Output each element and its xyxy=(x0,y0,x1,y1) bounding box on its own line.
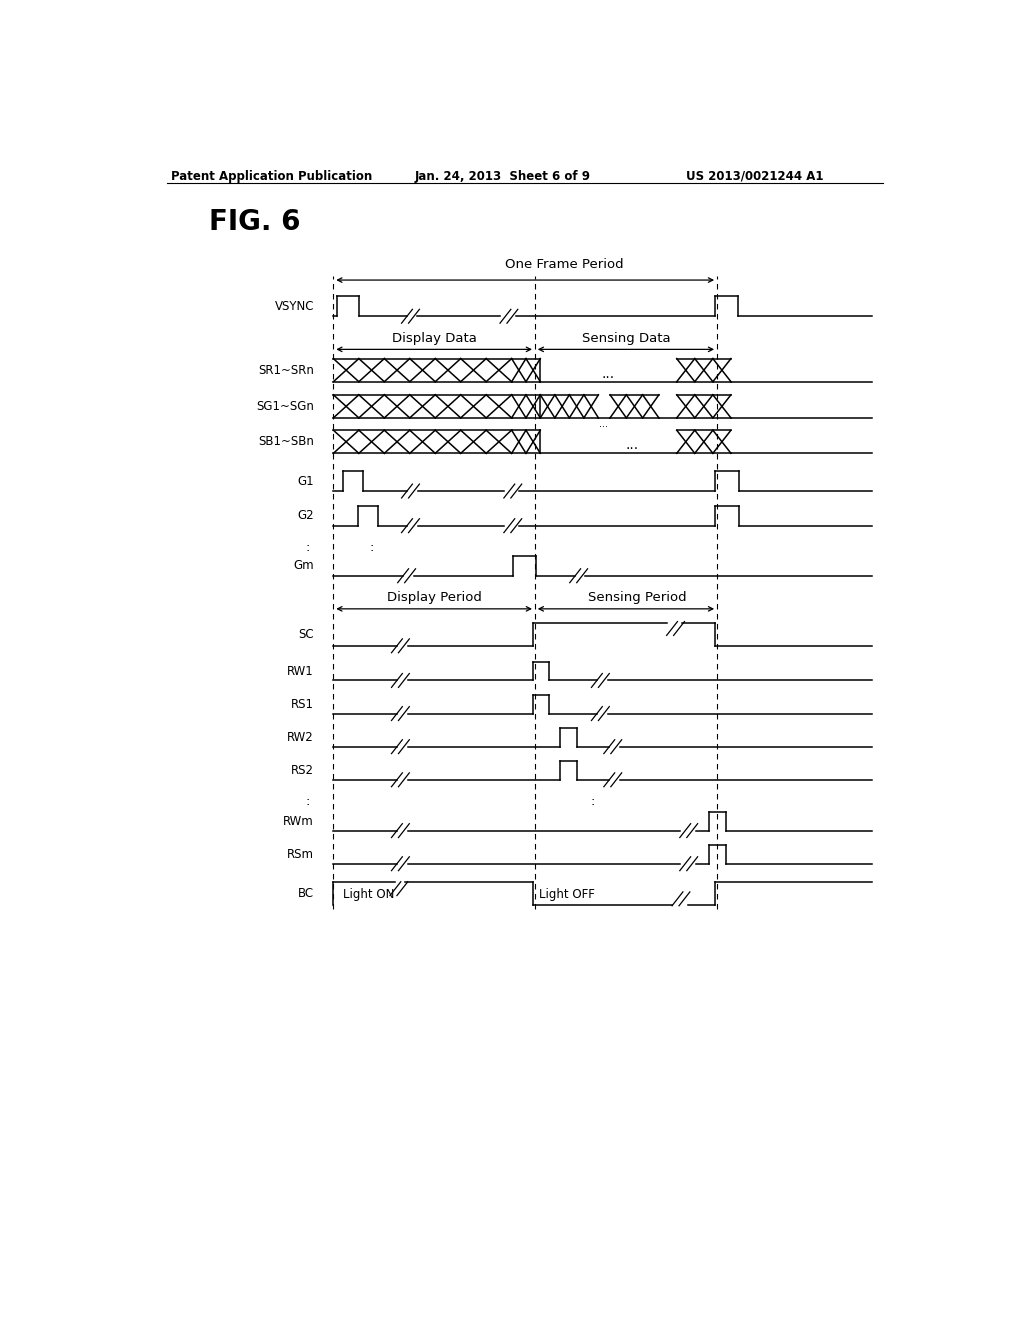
Text: RS1: RS1 xyxy=(291,698,314,711)
Text: SG1~SGn: SG1~SGn xyxy=(256,400,314,413)
Text: Sensing Data: Sensing Data xyxy=(582,331,671,345)
Text: :: : xyxy=(591,795,595,808)
Text: G1: G1 xyxy=(297,474,314,487)
Text: :: : xyxy=(306,795,310,808)
Text: Display Data: Display Data xyxy=(392,331,476,345)
Text: G2: G2 xyxy=(297,510,314,523)
Text: Display Period: Display Period xyxy=(387,591,481,605)
Text: Light ON: Light ON xyxy=(343,888,394,902)
Text: Sensing Period: Sensing Period xyxy=(588,591,687,605)
Text: Patent Application Publication: Patent Application Publication xyxy=(171,170,372,183)
Text: SC: SC xyxy=(298,628,314,640)
Text: RWm: RWm xyxy=(284,814,314,828)
Text: One Frame Period: One Frame Period xyxy=(505,257,624,271)
Text: :: : xyxy=(370,541,375,554)
Text: SR1~SRn: SR1~SRn xyxy=(258,363,314,376)
Text: RW2: RW2 xyxy=(288,731,314,744)
Text: Light OFF: Light OFF xyxy=(539,888,595,902)
Text: FIG. 6: FIG. 6 xyxy=(209,209,301,236)
Text: SB1~SBn: SB1~SBn xyxy=(258,436,314,449)
Text: RW1: RW1 xyxy=(288,665,314,677)
Text: RS2: RS2 xyxy=(291,764,314,777)
Text: ...: ... xyxy=(599,418,608,429)
Text: :: : xyxy=(306,541,310,554)
Text: VSYNC: VSYNC xyxy=(274,300,314,313)
Text: US 2013/0021244 A1: US 2013/0021244 A1 xyxy=(686,170,823,183)
Text: RSm: RSm xyxy=(287,847,314,861)
Text: ...: ... xyxy=(602,367,615,380)
Text: Gm: Gm xyxy=(293,560,314,573)
Text: ...: ... xyxy=(626,438,638,453)
Text: BC: BC xyxy=(298,887,314,900)
Text: Jan. 24, 2013  Sheet 6 of 9: Jan. 24, 2013 Sheet 6 of 9 xyxy=(415,170,591,183)
